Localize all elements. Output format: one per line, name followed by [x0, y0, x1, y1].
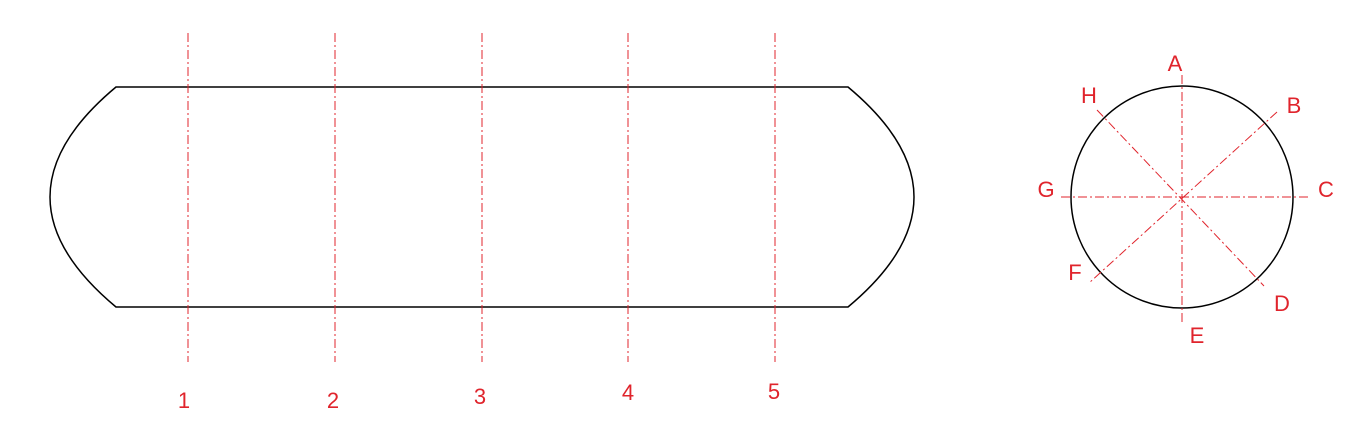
- side-view: 1 2 3 4 5: [49, 33, 915, 413]
- section-label-2: 2: [327, 388, 339, 413]
- direction-label-f: F: [1068, 260, 1081, 285]
- direction-label-e: E: [1190, 323, 1205, 348]
- direction-label-d: D: [1274, 291, 1290, 316]
- direction-label-h: H: [1081, 83, 1097, 108]
- section-label-3: 3: [474, 384, 486, 409]
- direction-label-b: B: [1287, 93, 1302, 118]
- direction-line-h-d: [1096, 109, 1265, 287]
- direction-label-a: A: [1168, 51, 1183, 76]
- end-view: A B C D E F G H: [1037, 51, 1334, 348]
- direction-line-b-f: [1088, 111, 1278, 284]
- direction-label-c: C: [1318, 177, 1334, 202]
- section-label-5: 5: [768, 379, 780, 404]
- section-label-1: 1: [178, 388, 190, 413]
- section-label-4: 4: [622, 380, 634, 405]
- vessel-outline: [49, 86, 915, 308]
- direction-label-g: G: [1037, 177, 1054, 202]
